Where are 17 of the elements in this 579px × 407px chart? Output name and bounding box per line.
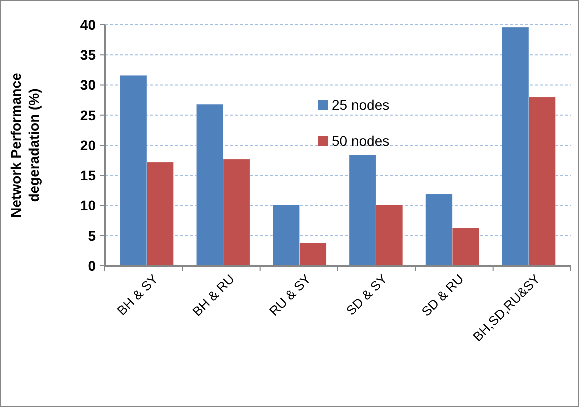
y-tick-label: 40 [80, 16, 96, 33]
x-tick-label: SD & SY [343, 271, 391, 318]
y-tick-label: 10 [80, 198, 96, 214]
y-tick-label: 30 [80, 77, 96, 94]
y-axis-title: Network Performance degeradation (%) [8, 72, 42, 218]
x-tick-label: SD & RU [418, 272, 467, 320]
y-tick-label: 15 [80, 168, 96, 184]
y-tick-label: 20 [80, 137, 96, 154]
x-tick-label: BH & SY [114, 271, 162, 318]
y-tick-label: 35 [80, 47, 96, 64]
legend-label: 50 nodes [332, 132, 390, 149]
y-tick-label: 25 [80, 107, 96, 124]
legend-label: 25 nodes [332, 96, 390, 113]
x-tick-label: RU & SY [266, 271, 314, 319]
x-tick-label: BH & RU [190, 272, 238, 320]
y-tick-label: 0 [88, 258, 96, 274]
y-tick-label: 5 [88, 228, 96, 244]
